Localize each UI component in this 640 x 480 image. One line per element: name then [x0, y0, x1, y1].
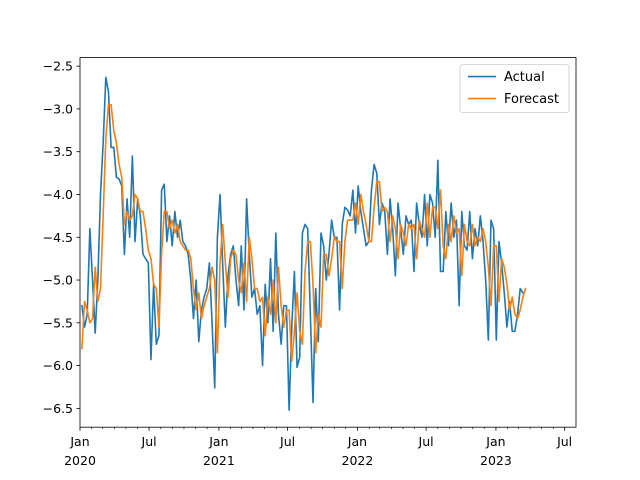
x-tick-year-label: 2022: [342, 453, 374, 468]
legend-label-forecast: Forecast: [504, 92, 559, 107]
y-tick-label: −4.0: [43, 187, 73, 202]
x-tick-year-label: 2020: [64, 453, 96, 468]
axes-layer: −6.5 −6.0 −5.5 −5.0 −4.5 −4.0 −3.5 −3.0 −2.5 Jan 2…: [43, 59, 573, 469]
series-line-forecast: [81, 103, 527, 363]
legend: Actual Forecast: [459, 64, 570, 113]
y-tick-label: −2.5: [43, 59, 73, 74]
x-tick-year-label: 2021: [203, 453, 235, 468]
x-tick-label: Jul: [556, 434, 572, 449]
x-tick-label: Jul: [141, 434, 157, 449]
x-tick-label: Jul: [418, 434, 434, 449]
plot-area: [80, 57, 576, 428]
y-tick-label: −4.5: [43, 230, 73, 245]
y-tick-label: −3.5: [43, 144, 73, 159]
y-tick-label: −6.0: [43, 358, 73, 373]
y-tick-label: −5.5: [43, 315, 73, 330]
y-tick-label: −3.0: [43, 101, 73, 116]
legend-label-actual: Actual: [504, 70, 545, 85]
x-tick-label: Jan: [485, 434, 505, 449]
x-tick-year-label: 2023: [480, 453, 512, 468]
y-tick-label: −6.5: [43, 401, 73, 416]
x-tick-label: Jan: [347, 434, 367, 449]
x-tick-label: Jan: [69, 434, 89, 449]
x-tick-label: Jan: [208, 434, 228, 449]
plot-frame: [79, 57, 577, 428]
x-tick-label: Jul: [279, 434, 295, 449]
y-tick-label: −5.0: [43, 273, 73, 288]
series-layer: [81, 76, 527, 411]
